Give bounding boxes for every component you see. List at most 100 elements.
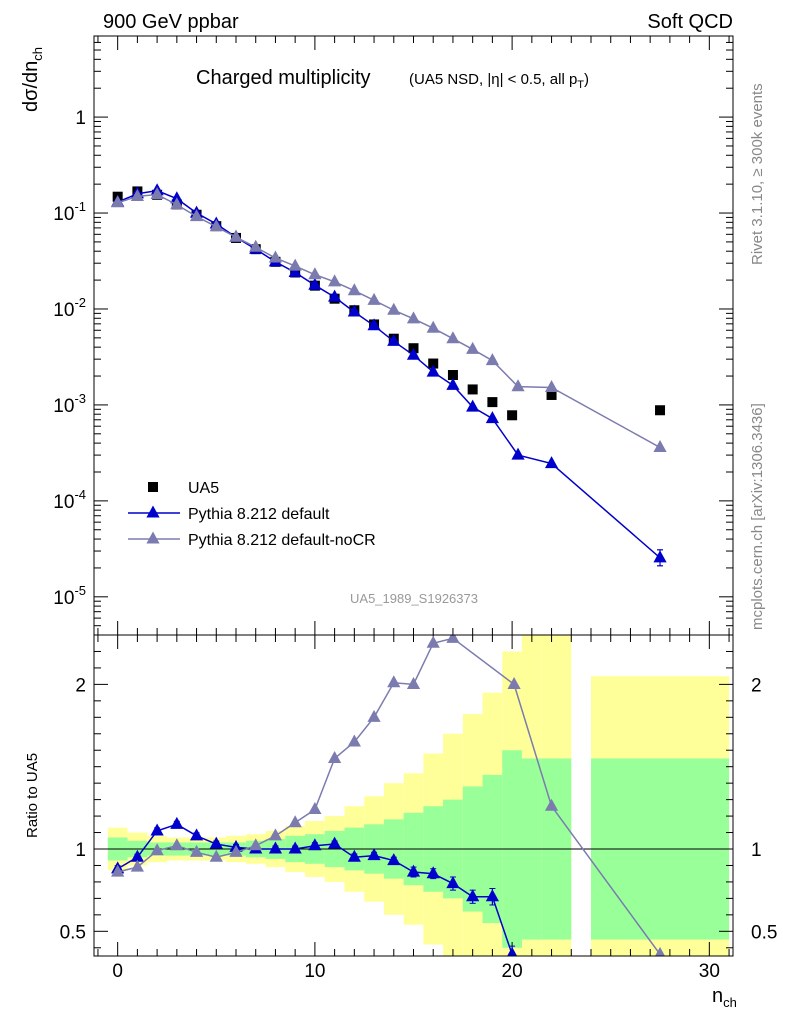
mcplots-label: mcplots.cern.ch [arXiv:1306.3436] — [749, 403, 766, 630]
main-ytick-label: 10-2 — [53, 295, 86, 321]
legend-label: Pythia 8.212 default-noCR — [188, 532, 376, 549]
series-point — [288, 265, 302, 278]
ratio-series-point — [446, 635, 460, 643]
series-point — [170, 197, 184, 210]
series-point — [511, 379, 525, 392]
main-ytick-label: 10-4 — [53, 487, 86, 513]
legend-label: UA5 — [188, 480, 219, 497]
ratio-series-point — [347, 734, 361, 747]
ratio-xtick-label: 30 — [699, 961, 720, 982]
ratio-xtick-label: 20 — [502, 961, 523, 982]
ratio-uncertainty-bands — [94, 635, 733, 956]
ratio-series-point — [367, 709, 381, 722]
analysis-watermark: UA5_1989_S1926373 — [350, 591, 478, 606]
data-point — [655, 405, 666, 416]
ratio-series-point — [130, 849, 144, 862]
ratio-ylabel: Ratio to UA5 — [24, 753, 41, 838]
ratio-series-point — [426, 866, 440, 879]
ratio-ytick-label-right: 2 — [751, 675, 762, 696]
main-panel-series — [111, 183, 667, 567]
ratio-series-point — [507, 946, 518, 956]
series-point — [466, 341, 480, 354]
ratio-series-point — [328, 751, 342, 764]
series-point — [387, 302, 401, 315]
series-point — [426, 364, 440, 377]
legend-label: Pythia 8.212 default — [188, 506, 330, 523]
ratio-ytick-label-right: 0.5 — [751, 922, 777, 943]
main-ytick-label: 10-5 — [53, 583, 86, 609]
series-point — [308, 277, 322, 290]
series-point — [347, 304, 361, 317]
legend-marker — [146, 505, 160, 518]
ratio-series-point — [446, 876, 460, 889]
series-point — [150, 187, 164, 200]
ratio-series-point — [288, 841, 302, 854]
series-point — [170, 191, 184, 204]
series-point — [367, 318, 381, 331]
ratio-series-point — [189, 828, 204, 841]
data-point — [507, 410, 518, 421]
series-point — [406, 311, 421, 324]
chart-subtitle: (UA5 NSD, |η| < 0.5, all pT) — [409, 71, 589, 91]
series-line — [117, 189, 661, 559]
series-point — [406, 347, 421, 360]
legend-marker — [148, 482, 158, 492]
series-point — [511, 447, 525, 460]
ratio-panel-series — [111, 635, 666, 956]
series-point — [288, 258, 302, 271]
ratio-series-point — [308, 802, 322, 815]
data-point — [546, 389, 557, 400]
series-point — [308, 267, 322, 280]
series-point — [544, 456, 559, 469]
series-point — [268, 250, 283, 263]
series-point — [189, 209, 204, 222]
ratio-series-point — [209, 849, 223, 862]
series-point — [446, 331, 460, 344]
data-point — [487, 397, 498, 408]
series-point — [111, 195, 125, 208]
ratio-series-point — [170, 816, 184, 829]
ratio-series-point — [347, 849, 361, 862]
series-point — [249, 239, 263, 252]
ratio-series-point — [406, 864, 421, 877]
series-point — [426, 320, 440, 333]
series-point — [466, 399, 480, 412]
ratio-series-point — [328, 836, 342, 849]
series-line — [117, 193, 661, 449]
ratio-series-point — [507, 676, 521, 689]
ratio-series-point — [367, 848, 381, 861]
ratio-series-point — [268, 841, 283, 854]
main-ylabel: dσ/dnch — [20, 47, 45, 112]
ratio-series-point — [655, 946, 666, 956]
data-point — [447, 370, 458, 381]
chart-title: Charged multiplicity — [196, 67, 371, 89]
ratio-series-point — [268, 828, 283, 841]
ratio-panel-frame — [93, 634, 734, 957]
series-point — [347, 283, 361, 296]
series-point — [328, 289, 342, 302]
ratio-xlabel: nch — [712, 985, 737, 1010]
ratio-series-point — [387, 853, 401, 866]
series-point — [328, 274, 342, 287]
main-panel-ticks: 10-5 10-4 10-3 10-2 10-1 1 — [53, 35, 733, 636]
main-ytick-label: 10-3 — [53, 391, 86, 417]
series-point — [229, 229, 243, 242]
ratio-series-point — [170, 838, 184, 851]
series-point — [209, 219, 223, 232]
series-point — [446, 377, 460, 390]
ratio-series-point — [426, 635, 440, 648]
data-point — [428, 358, 439, 369]
series-point — [387, 333, 401, 346]
ratio-series-point — [209, 836, 223, 849]
ratio-series-point — [406, 676, 421, 689]
ratio-series-point — [150, 823, 164, 836]
ratio-series-point — [387, 675, 401, 688]
ratio-series-point — [229, 844, 243, 857]
header-left: 900 GeV ppbar — [103, 11, 239, 33]
ratio-ytick-label: 1 — [75, 840, 86, 861]
series-point — [653, 440, 667, 453]
series-point — [485, 353, 499, 366]
data-point — [467, 384, 478, 395]
ratio-series-point — [249, 838, 263, 851]
